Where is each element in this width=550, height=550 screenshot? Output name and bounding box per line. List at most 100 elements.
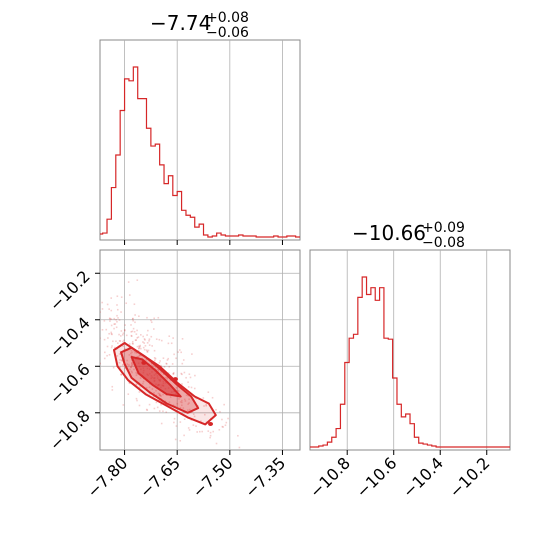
scatter-point [187,394,189,397]
scatter-point [130,366,132,369]
scatter-point [173,421,175,424]
right-hist-title: −10.66 [352,221,426,245]
scatter-point [133,368,135,371]
scatter-point [163,365,166,368]
scatter-frame [99,249,301,451]
scatter-point [181,401,183,404]
scatter-point [205,403,207,406]
scatter-point [191,353,193,355]
scatter-point [172,373,175,375]
scatter-point [160,395,162,397]
scatter-point [130,331,133,333]
ticks: −7.80 −7.65 −7.50 −7.35 −10.8−10.6−10.4−10.2… [46,240,494,501]
scatter-point [145,349,148,351]
scatter-point [193,387,196,390]
scatter-point [198,430,201,433]
scatter-point [145,358,148,361]
scatter-point [120,330,123,332]
scatter-point [136,345,139,348]
scatter-point [146,409,149,411]
scatter-point [135,384,137,386]
scatter-point [187,427,190,429]
scatter-point [103,320,106,322]
scatter-point [135,397,138,400]
scatter-point [101,308,104,310]
scatter-point [163,373,165,375]
scatter-point [153,317,155,320]
scatter-point [101,301,103,304]
scatter-point [100,362,102,365]
scatter-point [90,315,92,317]
scatter-point [150,319,152,322]
scatter-point [106,354,108,357]
scatter-point [130,370,133,373]
scatter-point [118,333,120,336]
scatter-point [227,417,229,420]
scatter-point [110,297,113,299]
scatter-point [169,379,171,381]
scatter-point [115,318,117,321]
scatter-point [108,332,110,335]
scatter-point [130,334,133,337]
scatter-point [167,357,170,360]
scatter-point [152,364,154,367]
scatter-point [192,413,195,415]
scatter-point [132,343,134,345]
scatter-point [107,337,109,339]
scatter-point [131,362,133,365]
scatter-point [224,424,227,427]
scatter-point [131,318,134,320]
scatter-point [179,406,182,409]
scatter-point [86,301,88,303]
scatter-point [135,333,138,335]
scatter-point [157,316,160,319]
scatter-point [148,338,151,341]
scatter-point [128,381,131,384]
scatter-point [136,372,139,375]
scatter-point [162,410,164,413]
scatter-point [147,349,150,352]
scatter-point [150,362,153,365]
scatter-point [113,317,116,320]
scatter-point [134,339,137,342]
scatter-point [153,328,155,330]
scatter-point [192,424,195,426]
scatter-point [183,371,186,374]
scatter-point [176,402,179,405]
scatter-point [237,434,239,437]
scatter-point [143,342,146,344]
right-hist-xtick-label-2: −10.4 [399,453,447,501]
top-hist-steps [100,66,300,238]
scatter-point [131,340,134,343]
scatter-point [142,382,144,385]
scatter-point [182,359,185,361]
scatter-point [109,318,111,320]
scatter-point [158,410,161,412]
scatter-point [180,372,183,375]
scatter-point [138,386,141,389]
scatter-point [156,368,158,371]
scatter-point [181,404,183,407]
scatter-point [122,340,124,343]
scatter-point [187,450,189,452]
scatter-point [202,397,205,399]
scatter-point [144,344,147,347]
scatter-point [76,309,78,311]
scatter-point [175,357,177,360]
right-hist-frame [309,249,511,451]
scatter-point [166,378,169,380]
scatter-point [128,382,131,385]
scatter-point [128,343,131,345]
scatter-point [171,363,174,365]
scatter-point [165,376,167,379]
scatter-point [146,316,148,319]
scatter-point [158,399,160,402]
scatter-point [112,366,115,369]
scatter-point [167,342,170,345]
scatter-point [225,421,228,424]
scatter-point [127,281,130,283]
top-hist-title-sup: +0.08 [206,10,249,26]
scatter-point [175,386,178,389]
scatter-point [179,401,182,403]
scatter-xtick-label-2: −7.50 [189,453,237,501]
